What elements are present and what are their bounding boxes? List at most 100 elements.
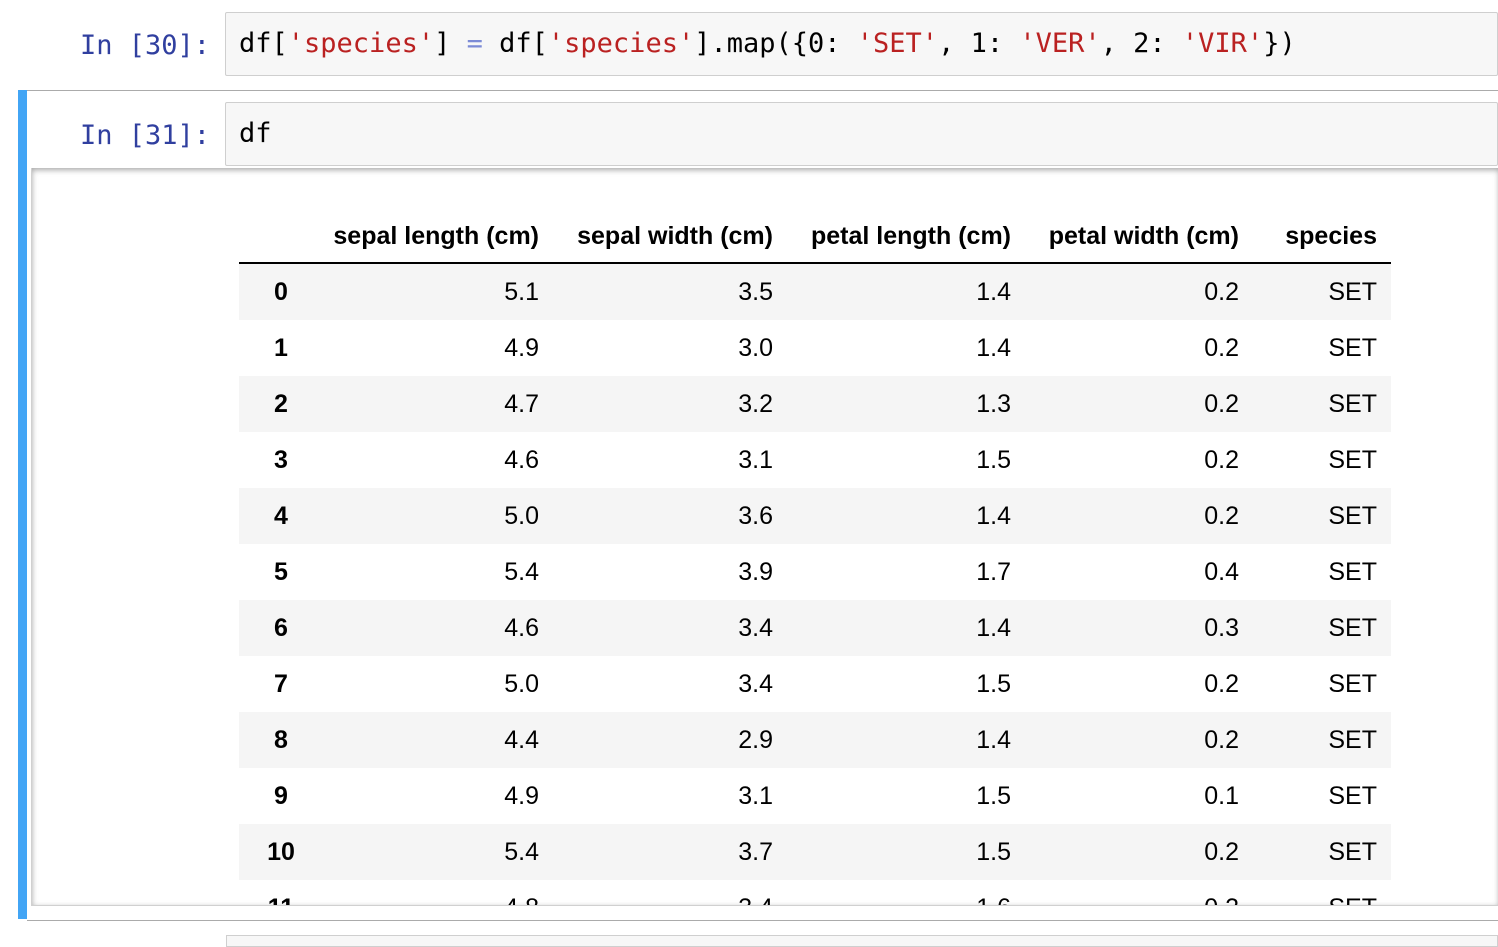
table-cell: 1.4 [976, 613, 1011, 642]
row-index-cell: 4 [274, 501, 288, 530]
table-cell: 3.4 [539, 880, 773, 906]
table-cell: 0.2 [1204, 445, 1239, 474]
table-cell: 3.4 [738, 669, 773, 698]
table-row: 6 4.6 3.4 1.4 0.3 SET [239, 600, 1391, 656]
table-cell: 4.7 [504, 389, 539, 418]
table-row: 5 5.4 3.9 1.7 0.4 SET [239, 544, 1391, 600]
code-editor-30[interactable]: df['species'] = df['species'].map({0: 'S… [225, 12, 1498, 76]
table-cell: 0.2 [1204, 837, 1239, 866]
table-cell: 1.4 [976, 333, 1011, 362]
table-cell: SET [1239, 880, 1391, 906]
code-token: 'SET' [856, 28, 939, 59]
table-cell: 3.7 [738, 837, 773, 866]
row-index-cell: 9 [274, 781, 288, 810]
output-scroll-area[interactable]: sepal length (cm) sepal width (cm) petal… [31, 168, 1498, 906]
table-cell: 4.6 [504, 445, 539, 474]
table-row: 3 4.6 3.1 1.5 0.2 SET [239, 432, 1391, 488]
column-header: species [1285, 221, 1377, 250]
table-cell: SET [1328, 277, 1377, 306]
table-row: 8 4.4 2.9 1.4 0.2 SET [239, 712, 1391, 768]
input-prompt-30: In [30]: [79, 30, 210, 61]
table-cell: 0.1 [1204, 781, 1239, 810]
table-cell: 1.5 [976, 445, 1011, 474]
table-cell: 5.4 [504, 557, 539, 586]
table-cell: 1.3 [976, 389, 1011, 418]
table-cell: 0.2 [1011, 880, 1239, 906]
row-index-cell: 7 [274, 669, 288, 698]
code-token: 'VER' [1019, 28, 1101, 59]
table-cell: 3.9 [738, 557, 773, 586]
table-cell: 4.4 [504, 725, 539, 754]
row-index-cell: 2 [274, 389, 288, 418]
table-cell: SET [1328, 781, 1377, 810]
dataframe-table: sepal length (cm) sepal width (cm) petal… [239, 210, 1391, 906]
column-header: sepal length (cm) [333, 221, 539, 250]
table-cell: 0.2 [1204, 277, 1239, 306]
table-header-row: sepal length (cm) sepal width (cm) petal… [239, 210, 1391, 263]
table-cell: SET [1328, 613, 1377, 642]
cell-border [27, 90, 1498, 921]
table-row: 2 4.7 3.2 1.3 0.2 SET [239, 376, 1391, 432]
code-text-30: df['species'] = df['species'].map({0: 'S… [239, 28, 1296, 59]
table-row: 9 4.9 3.1 1.5 0.1 SET [239, 768, 1391, 824]
table-cell: 4.8 [323, 880, 539, 906]
code-cell-30[interactable]: In [30]: df['species'] = df['species'].m… [0, 0, 1498, 90]
index-header [239, 210, 323, 263]
code-token: 'species' [547, 28, 695, 59]
table-cell: SET [1328, 445, 1377, 474]
row-index-cell: 8 [274, 725, 288, 754]
table-cell: 1.4 [976, 277, 1011, 306]
table-cell: 5.0 [504, 501, 539, 530]
table-cell: 0.4 [1204, 557, 1239, 586]
input-prompt-31: In [31]: [79, 120, 210, 151]
table-cell: SET [1328, 669, 1377, 698]
table-cell: 0.2 [1204, 501, 1239, 530]
table-cell: 3.1 [738, 781, 773, 810]
row-index-cell: 11 [239, 880, 323, 906]
row-index-cell: 10 [267, 837, 295, 866]
column-header: petal length (cm) [810, 221, 1011, 250]
table-cell: 0.3 [1204, 613, 1239, 642]
table-cell: 3.2 [738, 389, 773, 418]
table-cell: 1.5 [976, 781, 1011, 810]
table-cell: 1.5 [976, 837, 1011, 866]
code-token: , 2: [1100, 28, 1182, 59]
code-token: 'VIR' [1181, 28, 1264, 59]
column-header: sepal width (cm) [577, 221, 773, 250]
table-cell: SET [1328, 725, 1377, 754]
row-index-cell: 5 [274, 557, 288, 586]
table-cell: 1.4 [976, 501, 1011, 530]
table-row: 4 5.0 3.6 1.4 0.2 SET [239, 488, 1391, 544]
table-row: 7 5.0 3.4 1.5 0.2 SET [239, 656, 1391, 712]
code-editor-31[interactable]: df [225, 102, 1498, 166]
row-index-cell: 1 [274, 333, 288, 362]
code-token: ] [434, 28, 467, 59]
table-cell: 4.6 [504, 613, 539, 642]
code-text-31: df [239, 118, 272, 149]
table-cell: 1.4 [976, 725, 1011, 754]
table-cell: 3.1 [738, 445, 773, 474]
table-cell: SET [1328, 557, 1377, 586]
code-cell-31[interactable] [18, 90, 1498, 921]
table-cell: 1.7 [976, 557, 1011, 586]
column-header: petal width (cm) [1048, 221, 1239, 250]
table-cell: 3.0 [738, 333, 773, 362]
table-row: 1 4.9 3.0 1.4 0.2 SET [239, 320, 1391, 376]
table-cell: 0.2 [1204, 333, 1239, 362]
table-cell: 4.9 [504, 333, 539, 362]
next-cell-input[interactable] [226, 935, 1498, 947]
table-cell: 2.9 [738, 725, 773, 754]
code-token: , 1: [938, 28, 1020, 59]
table-cell: 3.6 [738, 501, 773, 530]
table-cell: SET [1328, 501, 1377, 530]
table-cell: 1.6 [773, 880, 1011, 906]
code-token: 'species' [287, 28, 435, 59]
table-cell: 3.4 [738, 613, 773, 642]
code-token: df[ [482, 28, 548, 59]
table-cell: SET [1328, 389, 1377, 418]
table-cell: SET [1328, 333, 1377, 362]
table-row: 0 5.1 3.5 1.4 0.2 SET [239, 263, 1391, 320]
table-cell: 5.4 [504, 837, 539, 866]
code-token: ].map({0: [694, 28, 857, 59]
